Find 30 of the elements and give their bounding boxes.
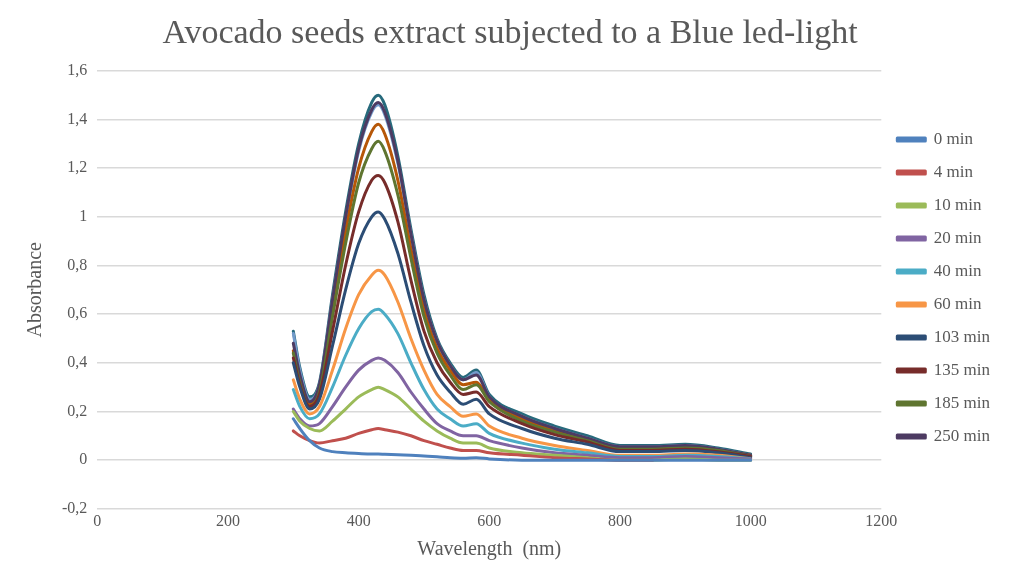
legend-label: 103 min xyxy=(933,326,991,346)
x-axis-title: Wavelength (nm) xyxy=(417,537,562,561)
y-tick-label: 0 xyxy=(79,450,88,468)
y-tick-label: 0,4 xyxy=(67,353,88,370)
legend-label: 250 min xyxy=(933,425,991,445)
x-tick-label: 200 xyxy=(215,511,240,529)
y-tick-label: 0,8 xyxy=(67,255,88,273)
y-tick-label: 1 xyxy=(79,207,88,224)
y-tick-label: 0,2 xyxy=(67,401,88,419)
chart-title: Avocado seeds extract subjected to a Blue led-light xyxy=(162,13,859,51)
legend-label: 185 min xyxy=(933,392,991,412)
x-tick-label: 0 xyxy=(93,511,102,529)
legend-label: 10 min xyxy=(933,194,982,214)
y-tick-label: 1,4 xyxy=(67,109,88,127)
legend-label: 60 min xyxy=(933,293,982,313)
y-axis-title: Absorbance xyxy=(23,241,46,338)
legend-label: 135 min xyxy=(933,359,991,379)
x-tick-label: 1000 xyxy=(734,511,767,529)
x-tick-label: 600 xyxy=(477,511,502,529)
y-tick-label: 1,6 xyxy=(67,61,88,78)
legend-label: 40 min xyxy=(933,260,982,280)
legend-label: 20 min xyxy=(933,227,982,247)
x-tick-label: 800 xyxy=(607,511,632,529)
x-tick-label: 1200 xyxy=(865,511,898,529)
y-tick-label: -0,2 xyxy=(62,499,88,516)
x-tick-label: 400 xyxy=(346,511,371,529)
y-tick-label: 1,2 xyxy=(67,158,88,176)
y-tick-label: 0,6 xyxy=(67,304,88,322)
legend-label: 0 min xyxy=(933,128,974,148)
legend-label: 4 min xyxy=(933,161,974,181)
